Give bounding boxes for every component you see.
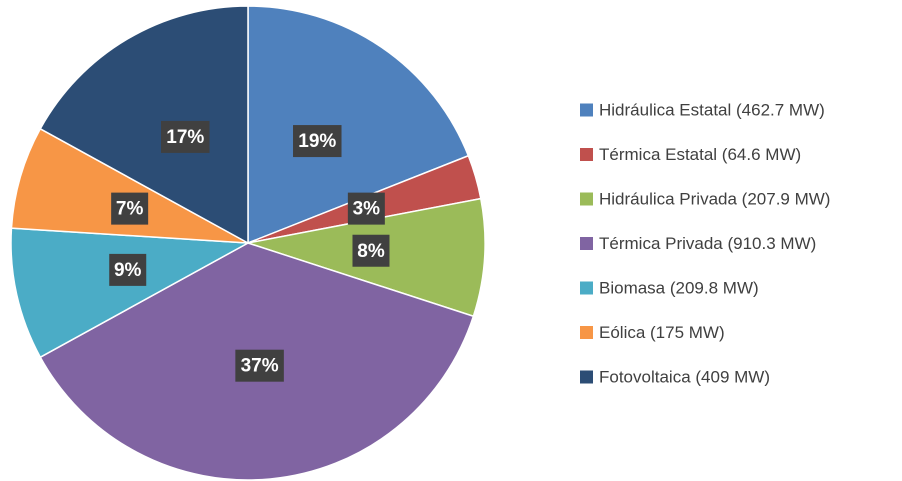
data-label-box — [161, 120, 210, 153]
legend-label: Eólica (175 MW) — [599, 323, 725, 342]
data-label-box — [347, 192, 385, 225]
data-label-box — [109, 253, 147, 286]
legend-swatch — [580, 370, 593, 384]
data-label: 9% — [114, 260, 142, 281]
data-label: 8% — [357, 241, 385, 262]
data-label: 19% — [298, 131, 336, 152]
data-label: 17% — [166, 127, 204, 148]
data-label-box — [293, 125, 342, 158]
legend-label: Hidráulica Privada (207.9 MW) — [599, 189, 830, 208]
pie-slice — [10, 127, 249, 244]
legend-label: Fotovoltaica (409 MW) — [599, 367, 770, 386]
data-label: 7% — [116, 199, 144, 220]
legend-swatch — [580, 148, 593, 161]
legend-label: Térmica Estatal (64.6 MW) — [599, 145, 801, 164]
legend-swatch — [580, 237, 593, 250]
pie-slice — [39, 5, 249, 245]
pie-slice — [247, 5, 470, 245]
pie-slice — [10, 227, 251, 359]
data-label: 37% — [241, 356, 279, 377]
legend-label: Hidráulica Estatal (462.7 MW) — [599, 100, 825, 119]
data-label-box — [111, 192, 149, 225]
data-label-box — [352, 234, 390, 267]
legend-swatch — [580, 103, 593, 117]
legend-swatch — [580, 326, 593, 339]
legend-label: Biomasa (209.8 MW) — [599, 278, 759, 297]
legend-swatch — [580, 192, 593, 206]
data-label: 3% — [353, 199, 381, 220]
legend-swatch — [580, 281, 593, 295]
legend-label: Térmica Privada (910.3 MW) — [599, 234, 816, 253]
data-label-box — [235, 349, 284, 382]
